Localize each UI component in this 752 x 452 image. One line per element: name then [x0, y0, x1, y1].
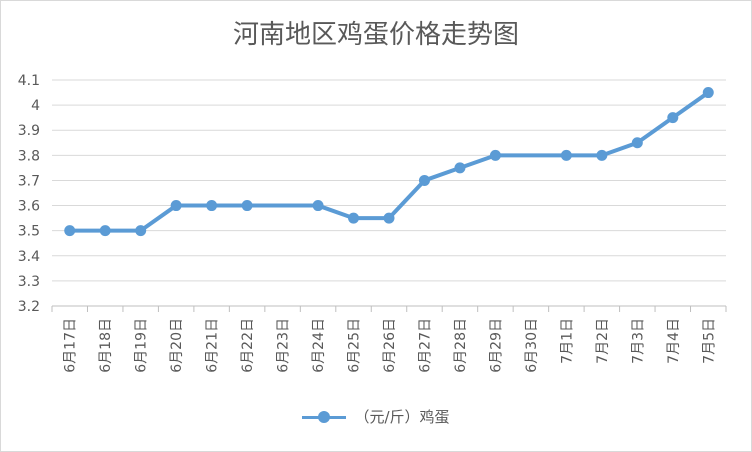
data-point	[312, 200, 324, 212]
data-point	[206, 200, 218, 212]
x-tick-label: 7月4日	[666, 318, 682, 364]
data-point	[560, 149, 572, 161]
data-point	[702, 87, 714, 99]
legend-label: （元/斤）鸡蛋	[354, 408, 450, 426]
legend: （元/斤）鸡蛋	[0, 406, 752, 427]
data-point	[99, 225, 111, 237]
y-tick-label: 3.7	[18, 173, 40, 189]
x-tick-label: 6月25日	[347, 318, 363, 373]
legend-marker-icon	[302, 410, 347, 424]
y-tick-label: 3.8	[18, 148, 40, 164]
x-tick-label: 7月2日	[595, 318, 611, 364]
data-point	[631, 137, 643, 149]
x-tick-label: 6月26日	[382, 318, 398, 373]
x-tick-label: 7月5日	[701, 318, 717, 364]
data-point	[64, 225, 76, 237]
data-point	[596, 149, 608, 161]
x-tick-label: 6月23日	[276, 318, 292, 373]
y-tick-label: 3.3	[18, 274, 40, 290]
y-tick-label: 3.2	[18, 299, 40, 315]
x-tick-label: 6月19日	[134, 318, 150, 373]
x-tick-label: 6月17日	[63, 318, 79, 373]
x-tick-label: 7月1日	[559, 318, 575, 364]
y-tick-label: 4.1	[18, 73, 40, 89]
series-line	[67, 90, 711, 233]
y-tick-label: 3.5	[18, 224, 40, 240]
x-tick-label: 6月24日	[311, 318, 327, 373]
x-tick-label: 6月21日	[205, 318, 221, 373]
data-point	[135, 225, 147, 237]
data-point	[348, 212, 360, 224]
x-tick-label: 6月28日	[453, 318, 469, 373]
y-tick-label: 3.4	[18, 249, 40, 265]
y-tick-label: 4	[31, 98, 40, 114]
data-point	[170, 200, 182, 212]
x-tick-label: 6月30日	[524, 318, 540, 373]
y-tick-label: 3.9	[18, 123, 40, 139]
x-tick-label: 6月27日	[417, 318, 433, 373]
chart-title: 河南地区鸡蛋价格走势图	[232, 20, 519, 50]
x-tick-label: 7月3日	[630, 318, 646, 364]
x-tick-label: 6月29日	[488, 318, 504, 373]
data-point	[489, 149, 501, 161]
x-tick-label: 6月18日	[98, 318, 114, 373]
data-point	[454, 162, 466, 174]
data-point	[667, 112, 679, 124]
x-tick-label: 6月20日	[169, 318, 185, 373]
data-point	[241, 200, 253, 212]
data-point	[383, 212, 395, 224]
y-tick-label: 3.6	[18, 199, 40, 215]
data-point	[418, 174, 430, 186]
x-tick-label: 6月22日	[240, 318, 256, 373]
